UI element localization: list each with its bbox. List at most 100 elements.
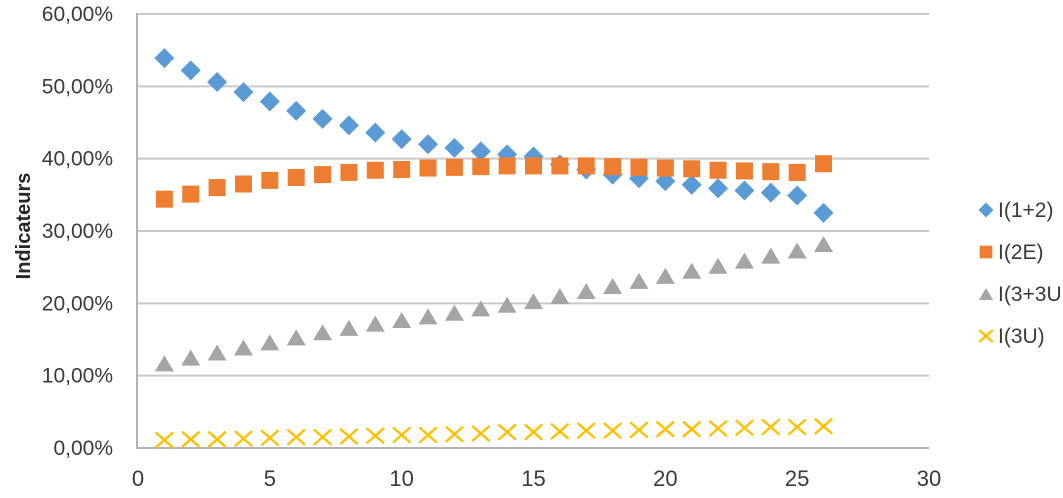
point-i1+2-x3 [207, 71, 228, 92]
point-i2e-x24 [762, 163, 780, 181]
point-i3+3u-x17 [576, 283, 596, 300]
point-i3+3u-x10 [392, 311, 412, 328]
axis-lines [136, 13, 929, 449]
legend-marker-i3u [978, 329, 994, 343]
legend-marker-i2e [979, 245, 993, 259]
point-i2e-x14 [498, 157, 516, 175]
point-i3+3u-x24 [761, 247, 781, 264]
point-i1+2-x23 [734, 180, 755, 201]
plot-series [154, 48, 834, 449]
series-i1+2-markers [154, 48, 834, 223]
point-i2e-x11 [419, 159, 437, 177]
point-i1+2-x5 [259, 91, 280, 112]
point-i3+3u-x5 [260, 334, 280, 351]
x-tick-label-5: 5 [264, 466, 276, 491]
point-i3+3u-x20 [655, 267, 675, 284]
point-i2e-x6 [287, 168, 305, 186]
legend-item-i3+3u: I(3+3U [978, 283, 1062, 306]
y-axis-title: Indicateurs [13, 173, 35, 280]
point-i2e-x20 [656, 159, 674, 177]
point-i1+2-x11 [418, 134, 439, 155]
point-i3u-x5 [260, 429, 280, 447]
x-axis-tick-labels: 0 5 10 15 20 25 30 [132, 466, 941, 491]
point-i2e-x13 [472, 158, 490, 176]
legend: I(1+2) I(2E) I(3+3U I(3U) [978, 199, 1062, 348]
point-i3+3u-x18 [603, 277, 623, 294]
point-i3+3u-x26 [814, 236, 834, 253]
x-tick-label-10: 10 [389, 466, 413, 491]
y-tick-label-20: 20,00% [42, 292, 113, 315]
legend-label-i3u: I(3U) [998, 325, 1045, 348]
y-tick-label-50: 50,00% [42, 75, 113, 98]
point-i3u-x1 [155, 431, 174, 449]
legend-label-i2e: I(2E) [998, 241, 1044, 264]
point-i3+3u-x1 [154, 355, 174, 372]
point-i3u-x22 [708, 420, 728, 437]
point-i1+2-x6 [286, 100, 307, 121]
point-i3+3u-x2 [181, 349, 201, 366]
point-i1+2-x10 [391, 129, 412, 150]
series-i3u-markers [155, 418, 833, 449]
point-i3+3u-x7 [313, 324, 333, 341]
point-i2e-x10 [393, 161, 411, 179]
point-i3u-x18 [603, 422, 622, 439]
point-i3+3u-x22 [708, 257, 728, 274]
point-i3u-x11 [418, 426, 438, 444]
point-i1+2-x8 [338, 115, 359, 136]
point-i2e-x3 [208, 179, 226, 197]
point-i2e-x19 [630, 158, 648, 176]
point-i1+2-x1 [154, 48, 175, 69]
point-i3+3u-x12 [444, 304, 464, 321]
point-i3u-x3 [207, 431, 227, 448]
x-tick-label-0: 0 [132, 466, 144, 491]
y-tick-label-0: 0,00% [53, 437, 113, 460]
point-i3u-x12 [445, 426, 464, 443]
point-i3u-x10 [392, 426, 411, 444]
x-tick-label-15: 15 [521, 466, 545, 491]
point-i3u-x2 [181, 431, 200, 448]
point-i3+3u-x11 [418, 308, 438, 325]
legend-label-i3+3u: I(3+3U [998, 283, 1062, 306]
point-i3u-x9 [366, 427, 385, 444]
point-i2e-x2 [182, 185, 200, 203]
point-i3u-x16 [550, 423, 570, 440]
point-i1+2-x12 [444, 137, 465, 158]
point-i2e-x23 [735, 162, 753, 180]
point-i3u-x25 [787, 418, 807, 436]
gridlines [137, 13, 929, 377]
legend-item-i3u: I(3U) [978, 325, 1045, 348]
point-i2e-x26 [815, 155, 833, 173]
point-i1+2-x21 [681, 174, 702, 195]
y-tick-label-30: 30,00% [42, 220, 113, 243]
point-i2e-x16 [551, 157, 569, 175]
y-axis-tick-labels: 0,00% 10,00% 20,00% 30,00% 40,00% 50,00% 60,00… [42, 3, 113, 460]
point-i1+2-x9 [365, 122, 386, 143]
x-tick-label-20: 20 [653, 466, 677, 491]
point-i3u-x14 [497, 423, 517, 441]
series-i2e-markers [155, 155, 833, 208]
point-i3+3u-x14 [497, 296, 517, 313]
point-i3+3u-x21 [682, 262, 702, 279]
point-i1+2-x22 [708, 178, 729, 199]
point-i3+3u-x3 [207, 344, 227, 361]
point-i3u-x13 [471, 425, 490, 442]
point-i3u-x23 [735, 419, 754, 436]
legend-item-i2e: I(2E) [979, 241, 1044, 264]
point-i2e-x4 [234, 175, 252, 193]
series-i3+3u-markers [154, 236, 834, 372]
point-i2e-x5 [261, 171, 279, 189]
point-i1+2-x4 [233, 82, 254, 103]
point-i3u-x24 [761, 418, 780, 436]
point-i3+3u-x23 [734, 252, 754, 269]
point-i1+2-x25 [787, 185, 808, 206]
point-i3u-x6 [287, 428, 306, 446]
point-i3u-x4 [234, 430, 253, 447]
point-i3u-x26 [814, 418, 833, 435]
point-i1+2-x2 [180, 60, 201, 81]
y-tick-label-60: 60,00% [42, 3, 113, 26]
point-i1+2-x24 [760, 182, 781, 203]
point-i3u-x21 [682, 420, 701, 438]
legend-marker-i1+2 [978, 202, 994, 218]
